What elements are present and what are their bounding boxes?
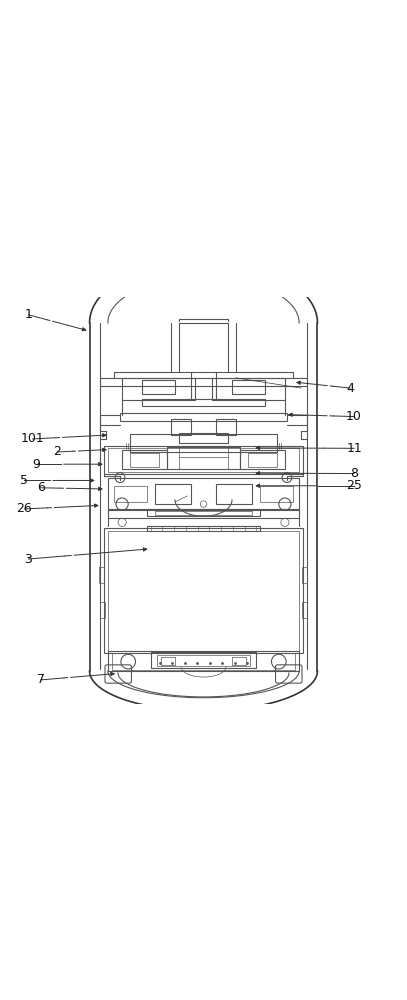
- Bar: [179, 433, 228, 443]
- Bar: [216, 484, 252, 504]
- Text: 7: 7: [37, 673, 45, 686]
- Bar: [100, 602, 105, 618]
- Bar: [232, 657, 246, 665]
- Bar: [122, 450, 167, 469]
- Text: 10: 10: [346, 410, 362, 423]
- Bar: [120, 413, 287, 421]
- Bar: [130, 434, 277, 452]
- Bar: [260, 486, 293, 502]
- Bar: [248, 453, 277, 467]
- Bar: [130, 453, 159, 467]
- Text: 1: 1: [24, 308, 33, 321]
- Text: 3: 3: [24, 553, 33, 566]
- Bar: [212, 378, 285, 400]
- Text: 6: 6: [37, 481, 45, 494]
- Bar: [302, 567, 307, 583]
- Bar: [302, 602, 307, 618]
- Bar: [108, 509, 299, 518]
- Bar: [108, 448, 299, 472]
- Text: 25: 25: [346, 479, 362, 492]
- Bar: [171, 419, 191, 435]
- Text: 4: 4: [346, 382, 354, 395]
- Bar: [104, 446, 303, 474]
- Bar: [108, 478, 299, 510]
- Bar: [216, 419, 236, 435]
- Text: 2: 2: [53, 445, 61, 458]
- Bar: [151, 652, 256, 668]
- Bar: [99, 567, 104, 583]
- Bar: [232, 380, 265, 394]
- Bar: [157, 655, 250, 666]
- Text: 9: 9: [33, 458, 41, 471]
- Bar: [240, 450, 285, 469]
- Bar: [104, 528, 303, 653]
- Text: 101: 101: [21, 432, 44, 445]
- Bar: [155, 511, 252, 515]
- Bar: [114, 486, 147, 502]
- Bar: [142, 380, 175, 394]
- Text: 8: 8: [350, 467, 358, 480]
- Bar: [112, 653, 295, 670]
- Text: 5: 5: [20, 474, 28, 487]
- Bar: [147, 509, 260, 516]
- Bar: [155, 484, 191, 504]
- Bar: [161, 657, 175, 665]
- Text: 26: 26: [17, 502, 32, 515]
- Text: 11: 11: [346, 442, 362, 455]
- Bar: [167, 447, 240, 469]
- Bar: [108, 651, 299, 671]
- Bar: [142, 399, 265, 406]
- Bar: [122, 378, 195, 400]
- Bar: [108, 531, 299, 651]
